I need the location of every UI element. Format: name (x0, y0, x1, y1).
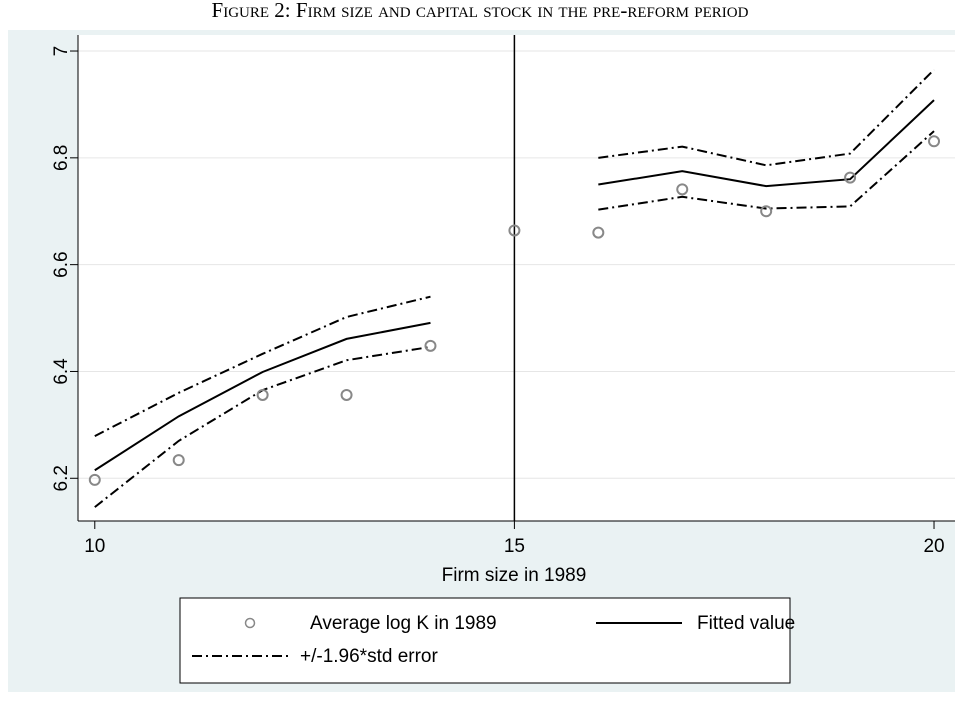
x-axis-label: Firm size in 1989 (442, 565, 587, 586)
legend-label: Average log K in 1989 (310, 613, 497, 634)
scatter-point (424, 339, 437, 352)
legend-label: Fitted value (697, 613, 795, 634)
legend-label: +/-1.96*std error (300, 646, 438, 667)
scatter-point (844, 171, 857, 184)
fitted-line (94, 99, 935, 472)
scatter-point (676, 183, 689, 196)
scatter-point (508, 224, 521, 237)
scatter-point (928, 135, 941, 148)
y-tick-label: 6.8 (51, 145, 72, 171)
scatter-point (172, 454, 185, 467)
chart-title: Figure 2: Firm size and capital stock in… (212, 0, 749, 22)
legend (179, 597, 791, 684)
scatter-point (256, 388, 269, 401)
x-tick-label: 20 (923, 536, 944, 557)
y-tick-label: 6.6 (51, 251, 72, 277)
y-tick-label: 6.2 (51, 465, 72, 491)
legend-marker (244, 617, 256, 629)
scatter-point (760, 205, 773, 218)
x-tick-label: 10 (84, 536, 105, 557)
plot-area (78, 35, 955, 521)
upper-bound-line (94, 69, 935, 437)
scatter-point (340, 388, 353, 401)
x-tick-label: 15 (504, 536, 525, 557)
y-tick-label: 6.4 (51, 358, 72, 385)
scatter-point (88, 473, 101, 486)
y-tick-label: 7 (51, 46, 72, 57)
scatter-point (592, 226, 605, 239)
